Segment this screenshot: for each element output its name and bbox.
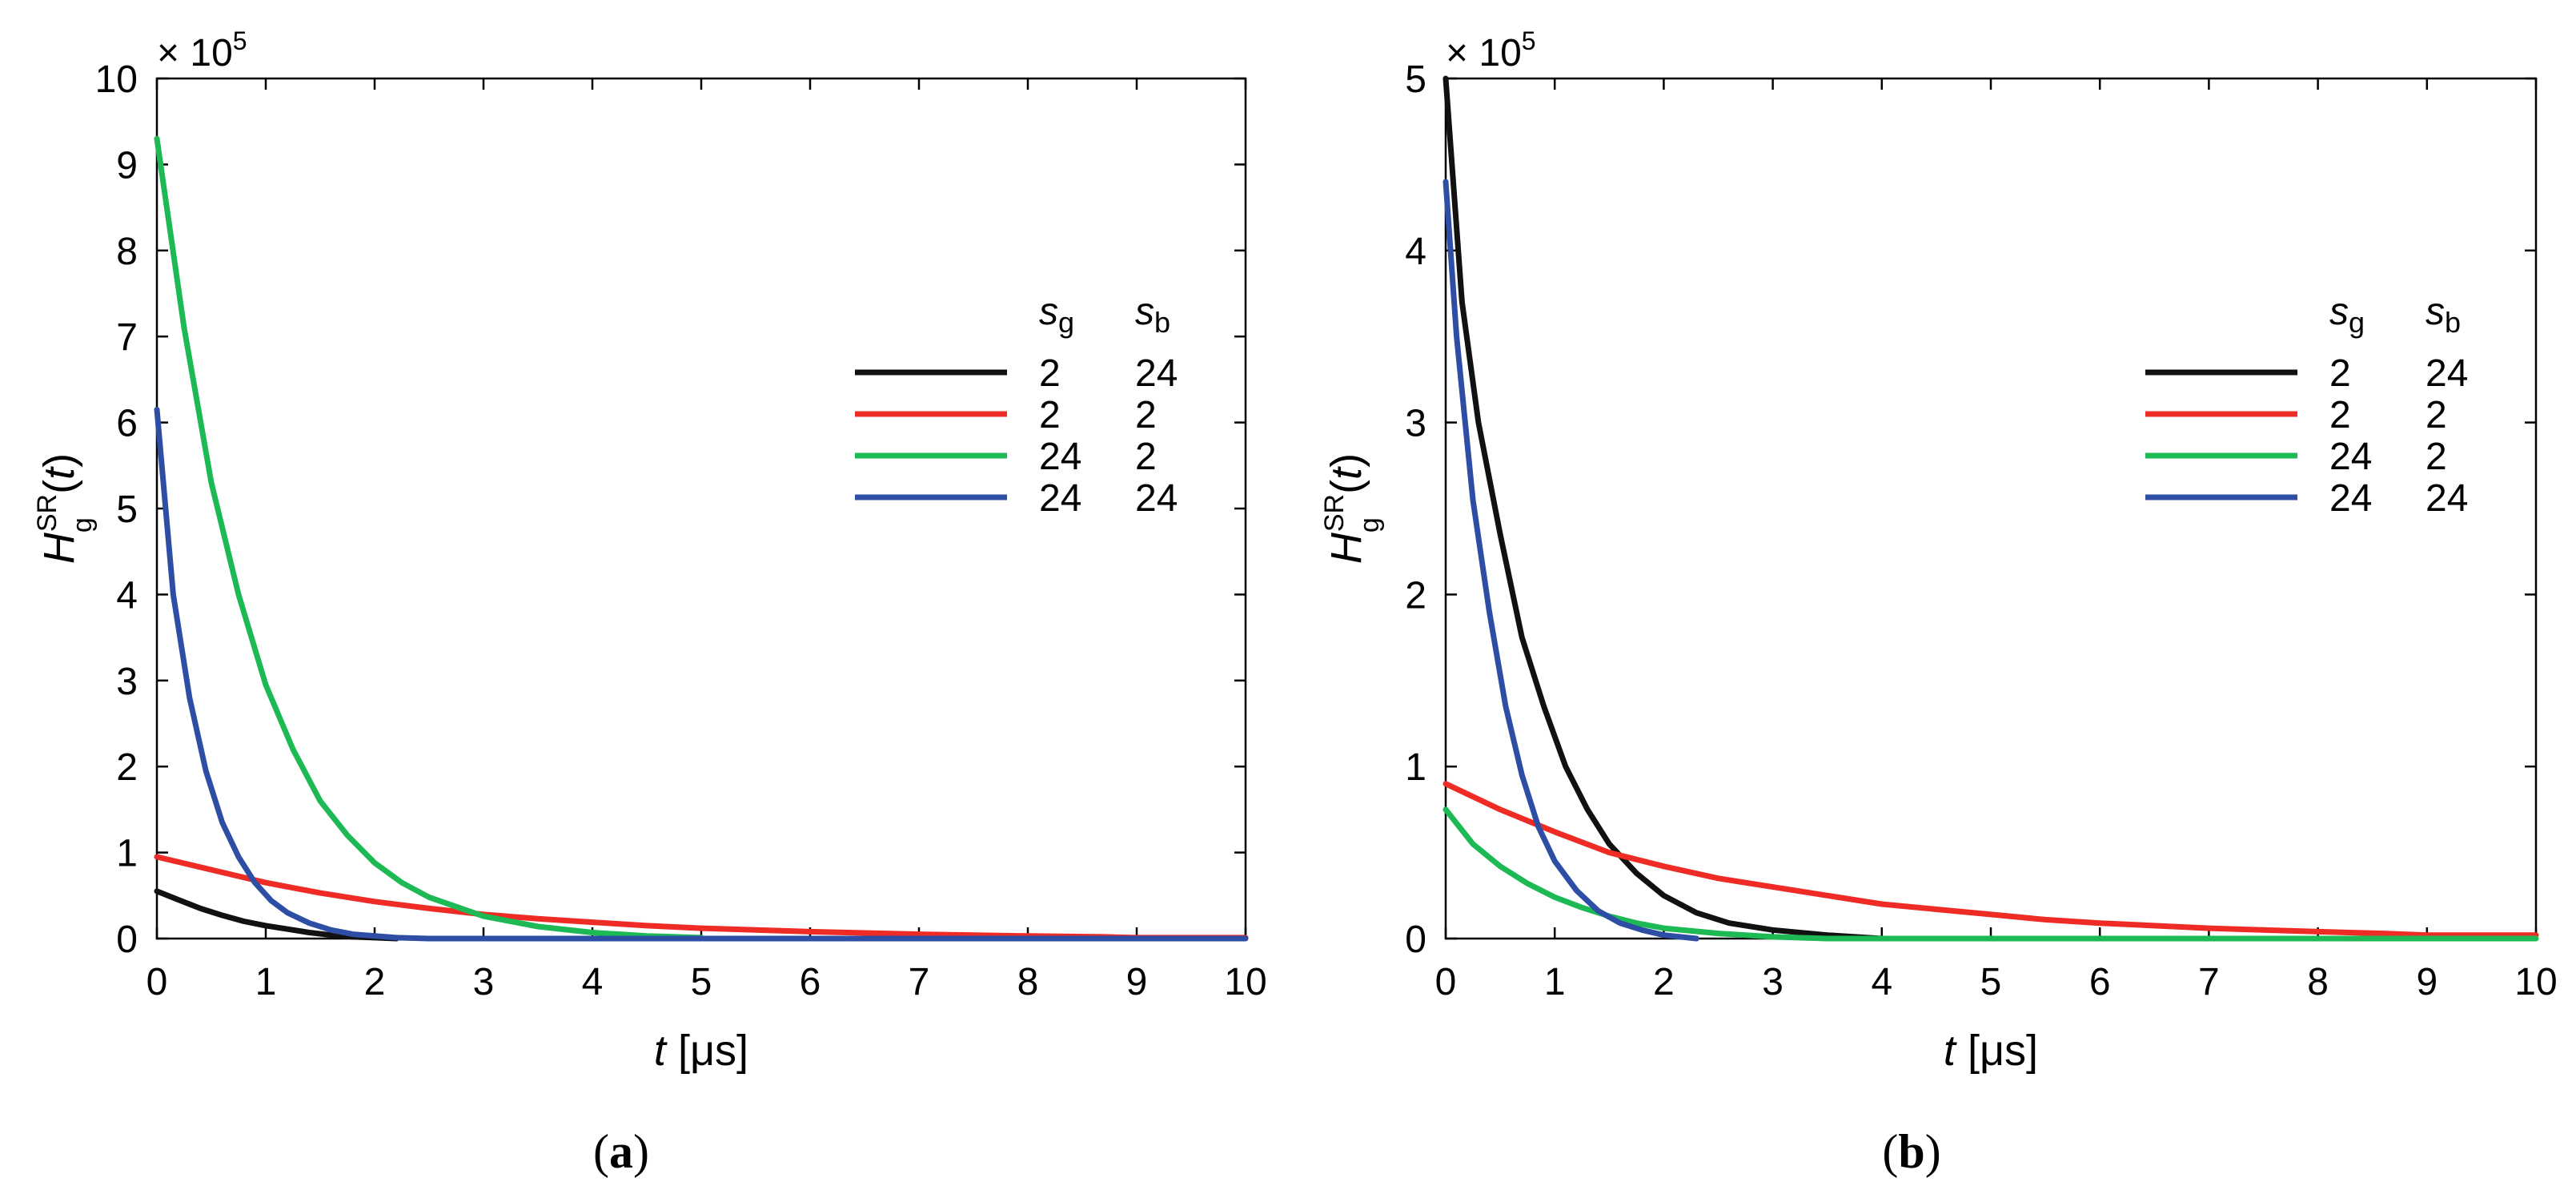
x-tick-label: 9 (1126, 961, 1148, 1003)
x-tick-label: 2 (364, 961, 386, 1003)
legend-sg-value: 24 (1039, 436, 1081, 478)
x-axis-label-b: t [μs] (1944, 1027, 2038, 1075)
y-tick-label: 4 (1405, 231, 1426, 273)
x-tick-label: 9 (2416, 961, 2438, 1003)
series-line-2-2-b (1442, 781, 2539, 939)
panel-caption-a: (a) (593, 1125, 649, 1178)
legend-sb-value: 24 (2426, 352, 2468, 395)
axis-ticks-a: 0 1 2 3 4 5 6 7 8 9 10 0 1 2 3 4 5 6 7 8 9 10 (95, 58, 1267, 1003)
multiplier-label-b: × 105 (1446, 26, 1536, 74)
y-tick-label: 9 (116, 144, 138, 187)
x-tick-label: 8 (2307, 961, 2329, 1003)
x-tick-label: 10 (1224, 961, 1266, 1003)
legend-sb-value: 2 (2426, 394, 2447, 436)
x-tick-label: 5 (691, 961, 712, 1003)
series-line-24-24-a (154, 407, 1249, 942)
axis-ticks-b: 0 1 2 3 4 5 6 7 8 9 10 0 1 2 3 4 5 (1405, 58, 2557, 1003)
plot-frame-b (1444, 77, 2538, 940)
y-tick-label: 0 (1405, 919, 1426, 961)
x-tick-label: 3 (473, 961, 495, 1003)
x-tick-label: 7 (909, 961, 930, 1003)
legend-sg-value: 2 (2329, 352, 2351, 395)
y-tick-label: 0 (116, 919, 138, 961)
x-tick-label: 3 (1762, 961, 1784, 1003)
legend-header-sg: sg (1039, 291, 1074, 339)
plot-frame-a (155, 77, 1247, 940)
x-tick-label: 6 (2089, 961, 2111, 1003)
series-group-b (1442, 75, 2539, 942)
y-tick-label: 1 (1405, 746, 1426, 789)
legend-header-sb: sb (1135, 291, 1170, 339)
series-line-24-2-a (154, 135, 704, 941)
x-tick-label: 2 (1653, 961, 1675, 1003)
y-tick-label: 8 (116, 231, 138, 273)
legend-sg-value: 24 (2329, 436, 2372, 478)
x-tick-label: 4 (582, 961, 604, 1003)
legend-sg-value: 24 (2329, 477, 2372, 520)
legend-sb-value: 24 (1135, 477, 1178, 520)
y-tick-label: 3 (116, 661, 138, 703)
legend-header-sg: sg (2329, 291, 2365, 339)
series-group-a (154, 135, 1249, 942)
legend-sb-value: 24 (2426, 477, 2468, 520)
y-axis-label-b: HgSR(t) (1319, 453, 1385, 564)
legend-sb-value: 2 (1135, 394, 1157, 436)
y-tick-label: 4 (116, 574, 138, 617)
x-tick-label: 0 (146, 961, 168, 1003)
y-tick-label: 2 (116, 746, 138, 789)
panel-caption-b: (b) (1882, 1125, 1940, 1178)
legend-sg-value: 2 (2329, 394, 2351, 436)
legend-header-sb: sb (2426, 291, 2461, 339)
y-tick-label: 7 (116, 316, 138, 359)
legend-sg-value: 2 (1039, 394, 1061, 436)
series-line-24-24-b (1442, 179, 1699, 942)
x-tick-label: 10 (2514, 961, 2557, 1003)
x-tick-label: 7 (2198, 961, 2220, 1003)
legend-a: sg sb2 242 224 224 24 (855, 291, 1178, 520)
y-tick-label: 2 (1405, 574, 1426, 617)
y-tick-label: 3 (1405, 403, 1426, 445)
y-tick-label: 5 (116, 488, 138, 531)
legend-sb-value: 2 (2426, 436, 2447, 478)
x-tick-label: 8 (1017, 961, 1039, 1003)
x-tick-label: 0 (1435, 961, 1457, 1003)
multiplier-label-a: × 105 (157, 26, 247, 74)
x-tick-label: 6 (800, 961, 821, 1003)
y-axis-label-a: HgSR(t) (32, 453, 98, 564)
legend-sb-value: 24 (1135, 352, 1178, 395)
legend-b: sg sb2 242 224 224 24 (2145, 291, 2468, 520)
y-tick-label: 5 (1405, 58, 1426, 101)
x-tick-label: 1 (255, 961, 277, 1003)
legend-sg-value: 24 (1039, 477, 1081, 520)
x-tick-label: 1 (1544, 961, 1566, 1003)
y-tick-label: 6 (116, 403, 138, 445)
legend-sg-value: 2 (1039, 352, 1061, 395)
x-tick-label: 5 (1980, 961, 2002, 1003)
series-line-2-24-b (1442, 75, 1885, 942)
y-tick-label: 10 (95, 58, 138, 101)
x-tick-label: 4 (1871, 961, 1892, 1003)
legend-sb-value: 2 (1135, 436, 1157, 478)
x-axis-label-a: t [μs] (654, 1027, 748, 1075)
y-tick-label: 1 (116, 833, 138, 875)
